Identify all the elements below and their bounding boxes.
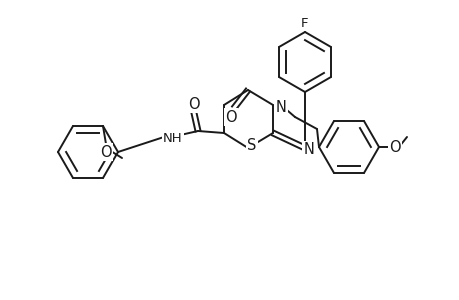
Text: N: N bbox=[303, 142, 314, 158]
Text: S: S bbox=[247, 137, 256, 152]
Text: O: O bbox=[188, 97, 199, 112]
Text: O: O bbox=[388, 140, 400, 154]
Text: O: O bbox=[225, 110, 236, 124]
Text: O: O bbox=[100, 145, 112, 160]
Text: F: F bbox=[301, 16, 308, 29]
Text: N: N bbox=[275, 100, 286, 115]
Text: NH: NH bbox=[163, 131, 182, 145]
